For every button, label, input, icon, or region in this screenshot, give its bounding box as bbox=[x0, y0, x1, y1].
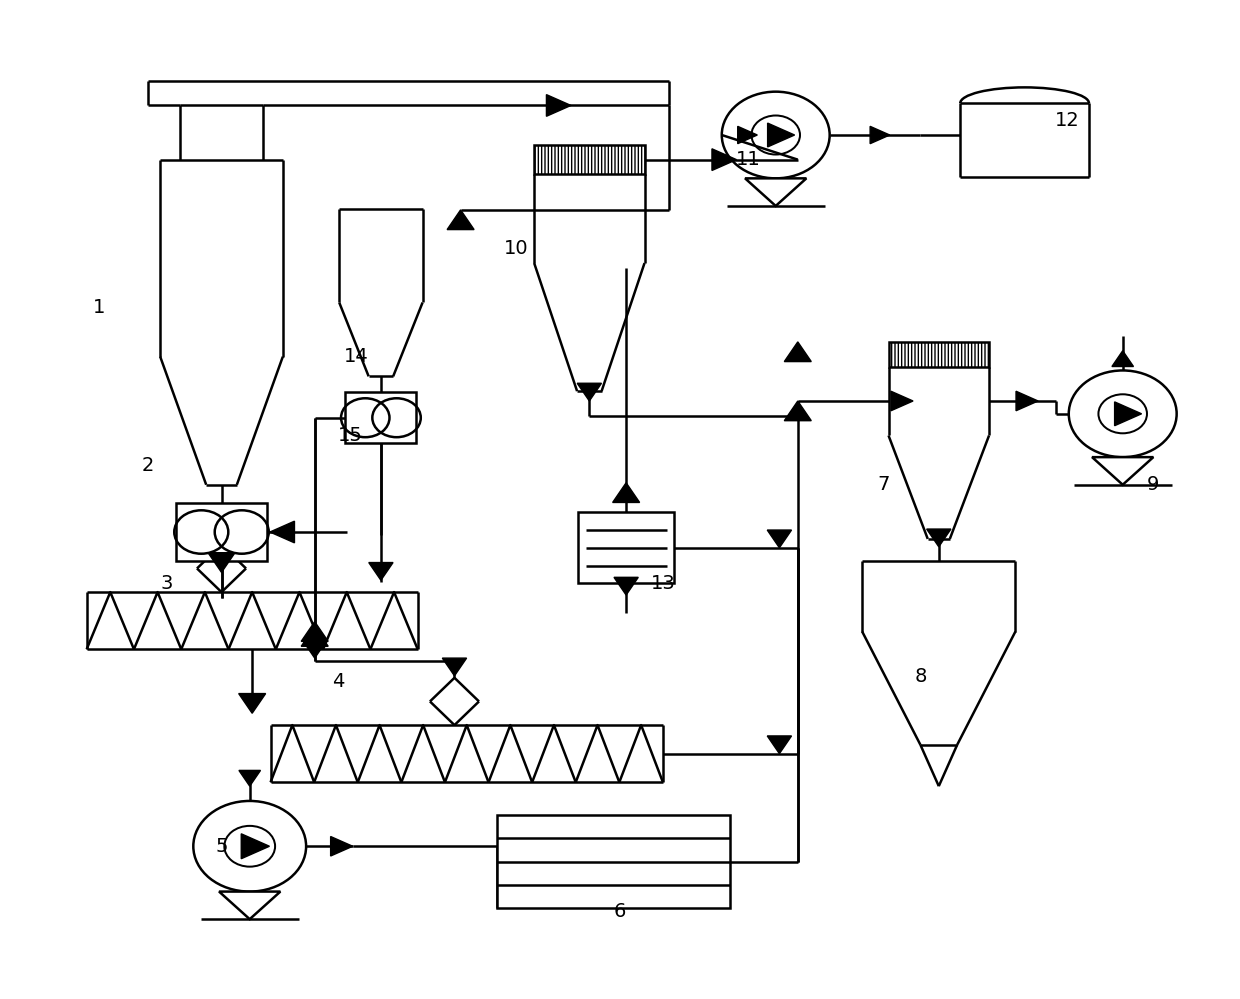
Text: 14: 14 bbox=[343, 348, 368, 367]
Polygon shape bbox=[301, 626, 329, 646]
Text: 4: 4 bbox=[332, 672, 345, 691]
Polygon shape bbox=[239, 770, 260, 786]
Polygon shape bbox=[768, 736, 791, 753]
Bar bbox=[176, 503, 268, 560]
Polygon shape bbox=[242, 834, 269, 859]
Bar bbox=[534, 145, 645, 175]
Bar bbox=[889, 342, 990, 367]
Text: 3: 3 bbox=[160, 573, 172, 592]
Polygon shape bbox=[738, 126, 758, 144]
Polygon shape bbox=[784, 401, 811, 421]
Polygon shape bbox=[208, 552, 236, 572]
Polygon shape bbox=[368, 562, 393, 580]
Text: 12: 12 bbox=[1055, 111, 1080, 130]
Polygon shape bbox=[768, 530, 791, 547]
Polygon shape bbox=[745, 179, 806, 206]
Polygon shape bbox=[1112, 351, 1133, 367]
Bar bbox=[346, 393, 417, 444]
Text: 1: 1 bbox=[93, 298, 105, 317]
Text: 10: 10 bbox=[503, 239, 528, 258]
Bar bbox=[578, 512, 675, 583]
Polygon shape bbox=[1092, 458, 1153, 485]
Polygon shape bbox=[547, 95, 570, 116]
Text: 13: 13 bbox=[651, 573, 676, 592]
Polygon shape bbox=[784, 342, 811, 362]
Polygon shape bbox=[219, 891, 280, 919]
Text: 9: 9 bbox=[1147, 476, 1159, 495]
Text: 8: 8 bbox=[914, 667, 926, 686]
Text: 11: 11 bbox=[737, 150, 761, 169]
Polygon shape bbox=[614, 577, 639, 595]
Text: 2: 2 bbox=[141, 456, 154, 475]
Bar bbox=[497, 815, 730, 908]
Polygon shape bbox=[303, 640, 327, 658]
Polygon shape bbox=[443, 658, 466, 676]
Polygon shape bbox=[768, 123, 795, 147]
Polygon shape bbox=[270, 521, 294, 542]
Polygon shape bbox=[1115, 402, 1142, 426]
Polygon shape bbox=[448, 210, 474, 230]
Polygon shape bbox=[331, 836, 352, 856]
Polygon shape bbox=[577, 384, 601, 401]
Polygon shape bbox=[892, 392, 913, 411]
Polygon shape bbox=[926, 529, 951, 546]
Polygon shape bbox=[712, 149, 737, 171]
Polygon shape bbox=[238, 693, 265, 713]
Text: 15: 15 bbox=[337, 426, 362, 445]
Text: 5: 5 bbox=[216, 837, 228, 856]
Text: 7: 7 bbox=[878, 476, 890, 495]
Polygon shape bbox=[613, 483, 640, 502]
Polygon shape bbox=[870, 126, 890, 144]
Text: 6: 6 bbox=[614, 902, 626, 921]
Polygon shape bbox=[1016, 392, 1038, 411]
Polygon shape bbox=[301, 621, 329, 641]
